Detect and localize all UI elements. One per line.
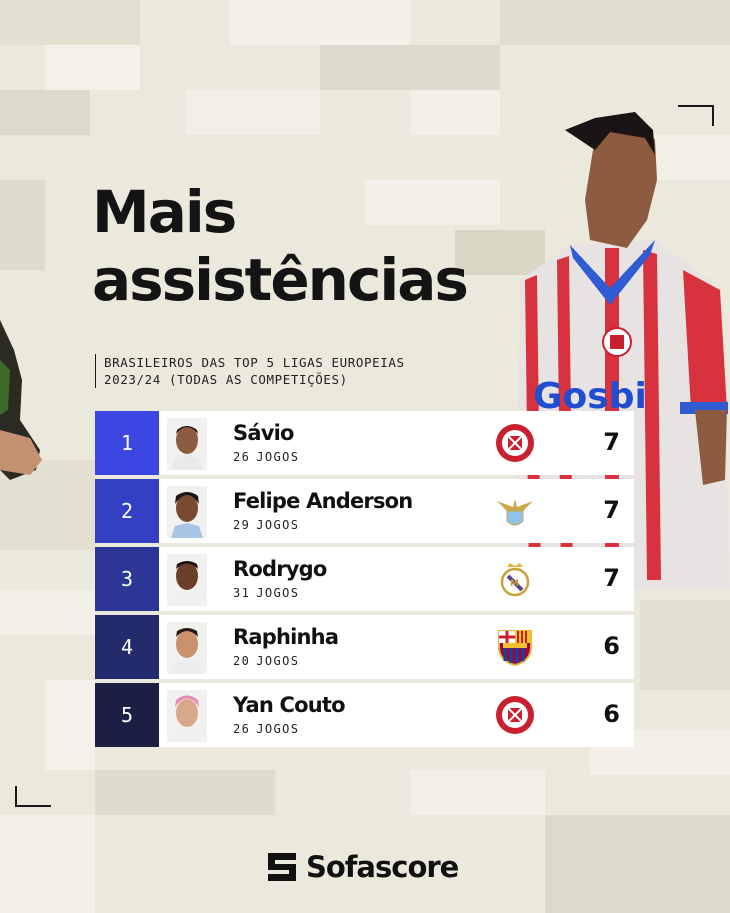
subtitle: BRASILEIROS DAS TOP 5 LIGAS EUROPEIAS 20… bbox=[95, 354, 405, 388]
ranking-row: 3 Rodrygo 31 JOGOS M 7 bbox=[95, 547, 634, 611]
games-label: JOGOS bbox=[256, 586, 300, 600]
games-count: 29 bbox=[233, 518, 251, 532]
assists-value: 6 bbox=[603, 700, 620, 728]
games-played: 20 JOGOS bbox=[233, 654, 305, 668]
rank-badge: 3 bbox=[95, 547, 159, 611]
svg-text:M: M bbox=[510, 579, 519, 589]
subtitle-line-1: BRASILEIROS DAS TOP 5 LIGAS EUROPEIAS bbox=[104, 355, 405, 370]
top-right-corner-bracket bbox=[678, 105, 714, 126]
bottom-left-corner-bracket bbox=[15, 786, 51, 807]
games-label: JOGOS bbox=[256, 450, 300, 464]
assists-value: 7 bbox=[603, 496, 620, 524]
player-name: Felipe Anderson bbox=[233, 489, 413, 513]
sofascore-logo-icon bbox=[268, 853, 296, 881]
assists-value: 7 bbox=[603, 564, 620, 592]
girona-crest-icon bbox=[496, 424, 534, 462]
girona-crest-icon bbox=[496, 696, 534, 734]
ranking-row: 5 Yan Couto 26 JOGOS 6 bbox=[95, 683, 634, 747]
left-player-figure bbox=[0, 320, 42, 480]
ranking-table: 1 Sávio 26 JOGOS 7 2 bbox=[95, 411, 634, 751]
games-label: JOGOS bbox=[256, 722, 300, 736]
player-avatar bbox=[167, 554, 207, 606]
title-line-2: assistências bbox=[92, 246, 469, 314]
rank-badge: 4 bbox=[95, 615, 159, 679]
player-avatar bbox=[167, 418, 207, 470]
barcelona-crest-icon bbox=[498, 630, 532, 667]
games-count: 31 bbox=[233, 586, 251, 600]
lazio-crest-icon bbox=[497, 499, 533, 526]
ranking-row: 1 Sávio 26 JOGOS 7 bbox=[95, 411, 634, 475]
player-name: Raphinha bbox=[233, 625, 339, 649]
player-name: Sávio bbox=[233, 421, 294, 445]
brand-logo: Sofascore bbox=[266, 850, 459, 884]
player-name: Yan Couto bbox=[233, 693, 346, 717]
assists-value: 7 bbox=[603, 428, 620, 456]
games-played: 31 JOGOS bbox=[233, 586, 305, 600]
player-avatar bbox=[167, 622, 207, 674]
assists-value: 6 bbox=[603, 632, 620, 660]
subtitle-line-2: 2023/24 (TODAS AS COMPETIÇÕES) bbox=[104, 372, 348, 387]
games-count: 26 bbox=[233, 722, 251, 736]
player-avatar bbox=[167, 690, 207, 742]
games-label: JOGOS bbox=[256, 518, 300, 532]
rank-badge: 1 bbox=[95, 411, 159, 475]
real-madrid-crest-icon: M bbox=[500, 563, 530, 597]
ranking-row: 2 Felipe Anderson 29 JOGOS 7 bbox=[95, 479, 634, 543]
brand-name: Sofascore bbox=[306, 850, 459, 884]
ranking-row: 4 Raphinha 20 JOGOS 6 bbox=[95, 615, 634, 679]
games-count: 26 bbox=[233, 450, 251, 464]
page-title: Mais assistências bbox=[92, 178, 469, 314]
rank-badge: 5 bbox=[95, 683, 159, 747]
games-played: 26 JOGOS bbox=[233, 450, 305, 464]
games-count: 20 bbox=[233, 654, 251, 668]
games-played: 29 JOGOS bbox=[233, 518, 305, 532]
title-line-1: Mais bbox=[92, 178, 237, 246]
games-label: JOGOS bbox=[256, 654, 300, 668]
player-name: Rodrygo bbox=[233, 557, 327, 581]
player-avatar bbox=[167, 486, 207, 538]
rank-badge: 2 bbox=[95, 479, 159, 543]
games-played: 26 JOGOS bbox=[233, 722, 305, 736]
jersey-sponsor: Gosbi bbox=[533, 376, 647, 417]
